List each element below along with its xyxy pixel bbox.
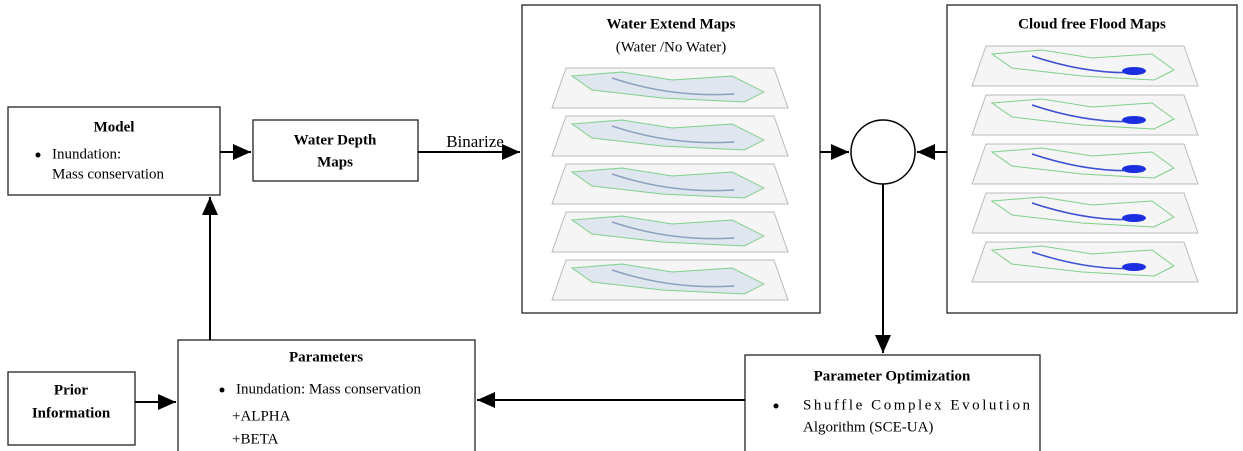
map-flood [1122, 263, 1146, 271]
water-depth-box [253, 120, 418, 181]
map-sheet [972, 193, 1198, 233]
model-bullet: Inundation: [52, 146, 121, 162]
water-extent-subtitle: (Water /No Water) [616, 39, 727, 55]
map-flood [1122, 116, 1146, 124]
parameters-item: +ALPHA [232, 408, 291, 424]
optimization-bullet: Algorithm (SCE-UA) [803, 419, 933, 435]
prior-title: Information [32, 405, 111, 421]
map-sheet [972, 144, 1198, 184]
compare-node [851, 120, 915, 184]
parameters-bullet: Inundation: Mass conservation [236, 381, 421, 397]
model-bullet: Mass conservation [52, 166, 165, 182]
parameters-item: +BETA [232, 431, 279, 447]
water-extent-title: Water Extend Maps [607, 16, 736, 32]
optimization-title: Parameter Optimization [814, 368, 971, 384]
map-flood [1122, 67, 1146, 75]
map-sheet [972, 95, 1198, 135]
bullet [774, 404, 779, 409]
model-title: Model [94, 119, 135, 135]
prior-title: Prior [54, 382, 88, 398]
map-flood [1122, 165, 1146, 173]
edge-label: Binarize [446, 132, 504, 151]
water-depth-title: Maps [317, 154, 353, 170]
map-sheet [972, 242, 1198, 282]
cloud-free-title: Cloud free Flood Maps [1018, 16, 1166, 32]
map-flood [1122, 214, 1146, 222]
water-depth-title: Water Depth [294, 132, 377, 148]
map-sheet [972, 46, 1198, 86]
parameters-title: Parameters [289, 349, 363, 365]
bullet [36, 153, 41, 158]
diagram: Model Inundation: Mass conservation Wate… [0, 0, 1243, 451]
bullet [220, 388, 225, 393]
